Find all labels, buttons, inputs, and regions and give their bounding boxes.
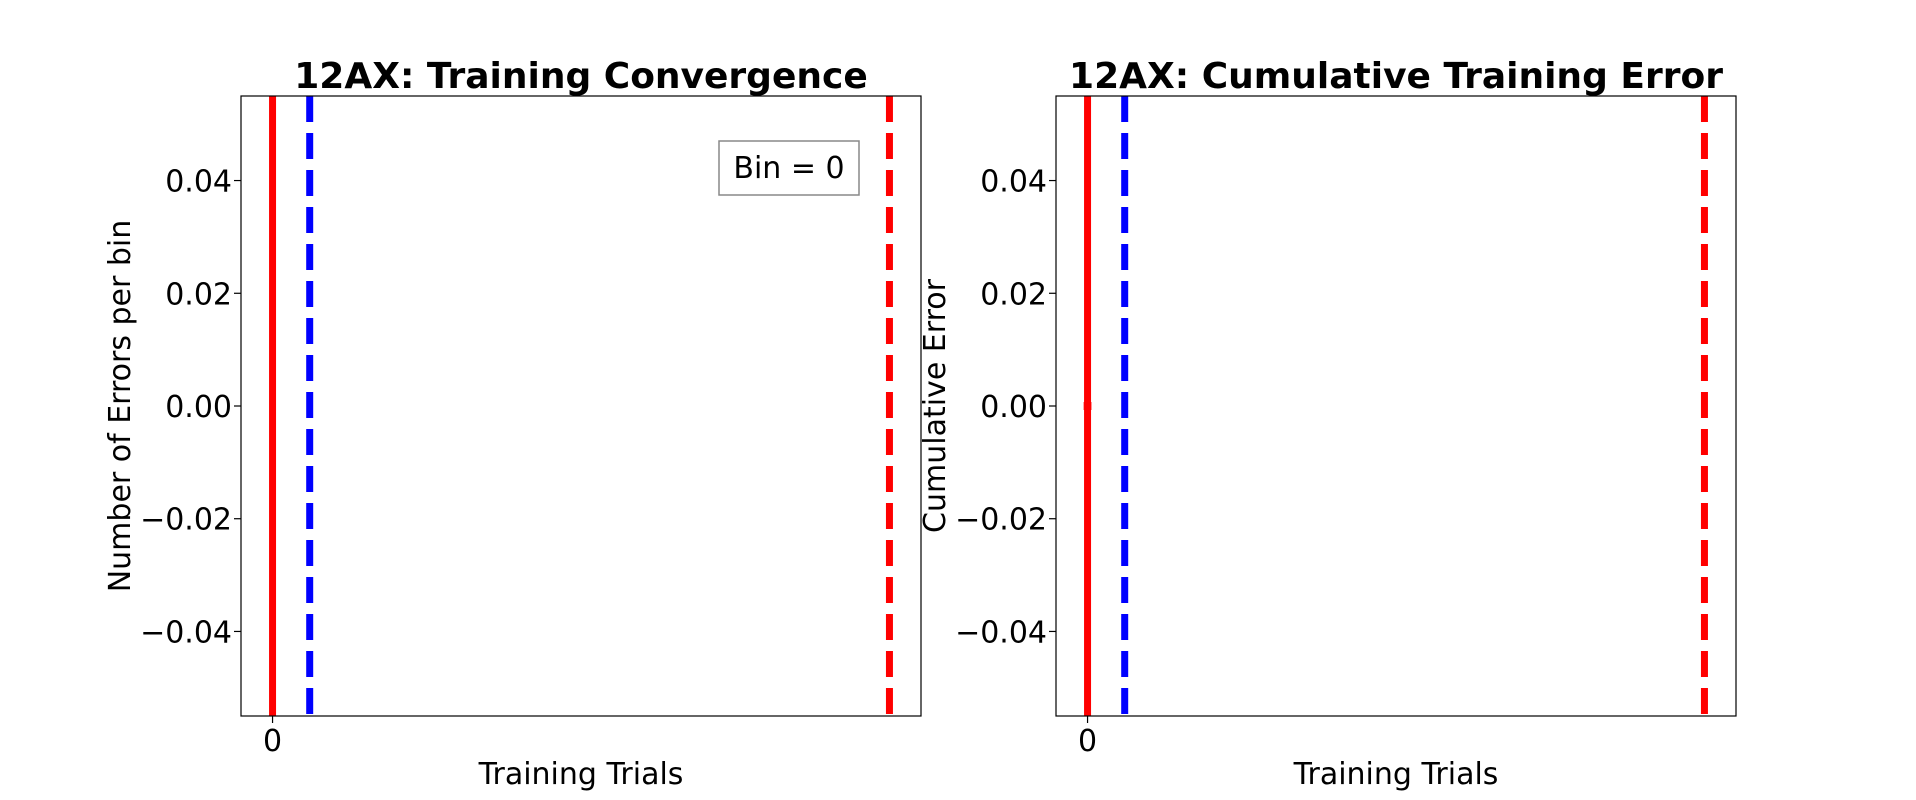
y-axis-label: Cumulative Error [918,278,953,533]
legend-label: Bin = 0 [733,151,844,186]
legend-box [718,140,860,196]
y-axis-label: Number of Errors per bin [103,220,138,593]
chart-title: 12AX: Cumulative Training Error [1069,56,1723,97]
y-tick-label-4: −0.04 [955,615,1047,650]
panel-training-convergence: 12AX: Training Convergence 0.04 0.02 0.00 −0… [103,56,922,792]
y-tick-label-1: 0.02 [165,277,232,312]
panel-cumulative-training-error: 12AX: Cumulative Training Error 0.04 0.02 0… [918,56,1737,792]
y-tick-label-3: −0.02 [955,503,1047,538]
y-tick-label-2: 0.00 [165,390,232,425]
y-tick-label-4: −0.04 [140,615,232,650]
x-tick-label-0: 0 [1078,724,1097,759]
x-tick-label-0: 0 [263,724,282,759]
y-tick-label-0: 0.04 [165,165,232,200]
x-axis-label: Training Trials [478,757,684,792]
y-tick-label-3: −0.02 [140,503,232,538]
y-tick-label-1: 0.02 [980,277,1047,312]
chart-title: 12AX: Training Convergence [294,56,868,97]
plot-frame [1055,95,1737,717]
y-tick-label-2: 0.00 [980,390,1047,425]
x-axis-label: Training Trials [1293,757,1499,792]
data-point-0-0 [1083,402,1092,410]
y-tick-label-0: 0.04 [980,165,1047,200]
legend: Bin = 0 [718,140,860,196]
